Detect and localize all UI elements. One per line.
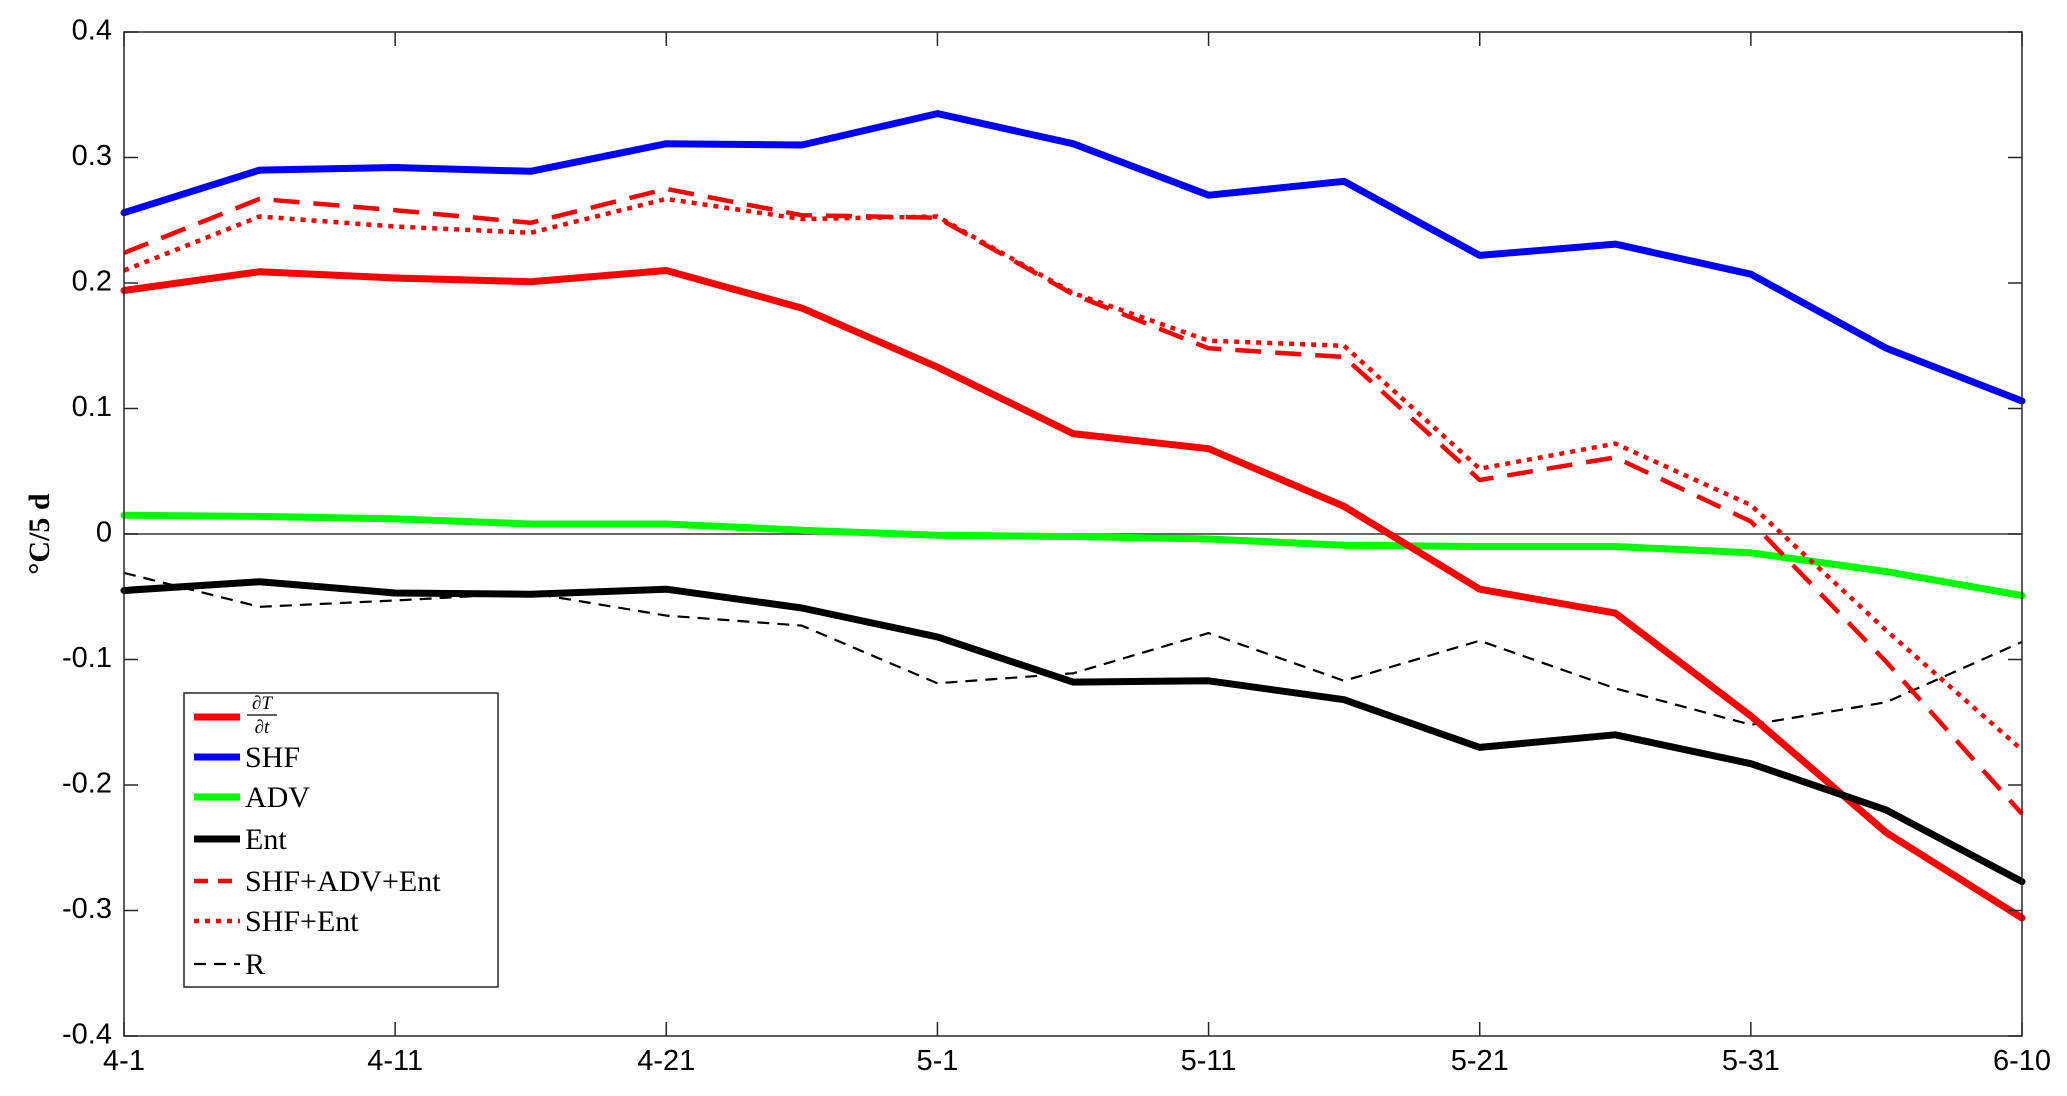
series-line-shf <box>120 110 2026 405</box>
series-line-ent <box>120 578 2026 886</box>
legend-label: SHF+Ent <box>245 905 359 938</box>
legend: ∂T ∂t SHF ADV Ent SHF+ADV+Ent SHF+Ent R <box>183 692 499 988</box>
legend-label: R <box>245 948 265 981</box>
y-tick-label: -0.3 <box>62 893 112 925</box>
x-tick-label: 4-21 <box>637 1045 695 1077</box>
y-tick-label: 0.2 <box>72 266 112 298</box>
y-tick-label: 0 <box>96 517 112 549</box>
series-line-shf-adv-ent <box>123 186 2024 816</box>
x-tick-label: 5-21 <box>1451 1045 1509 1077</box>
x-tick-label: 5-1 <box>916 1045 958 1077</box>
y-tick-label: -0.2 <box>62 768 112 800</box>
legend-label: ADV <box>245 781 310 814</box>
legend-label: SHF+ADV+Ent <box>245 865 441 898</box>
x-tick-label: 5-31 <box>1722 1045 1780 1077</box>
x-tick-label: 4-11 <box>367 1045 423 1077</box>
legend-label-numerator: ∂T <box>252 693 273 714</box>
legend-label: SHF <box>245 741 300 774</box>
y-tick-label: -0.4 <box>62 1019 112 1051</box>
series-line-dT-dt <box>120 267 2026 922</box>
x-tick-label: 4-1 <box>103 1045 145 1077</box>
y-tick-label: 0.1 <box>72 391 112 423</box>
series-line-r <box>123 571 2023 726</box>
series-line-adv <box>120 511 2026 599</box>
x-tick-label: 5-11 <box>1181 1045 1237 1077</box>
y-axis-label: °C/5 d <box>23 493 56 574</box>
legend-label: Ent <box>245 823 287 856</box>
ticks-layer: -0.4 -0.3 -0.2 -0.1 0 0.1 0.2 0.3 0.4 4-1 4-11 4-21… <box>62 15 2051 1077</box>
x-tick-label: 6-10 <box>1993 1045 2051 1077</box>
series-layer <box>120 110 2026 922</box>
y-tick-label: -0.1 <box>62 642 112 674</box>
legend-label-denominator: ∂t <box>255 717 270 738</box>
y-tick-label: 0.3 <box>72 140 112 172</box>
y-tick-label: 0.4 <box>72 15 112 47</box>
series-line-shf-ent <box>123 196 2024 752</box>
